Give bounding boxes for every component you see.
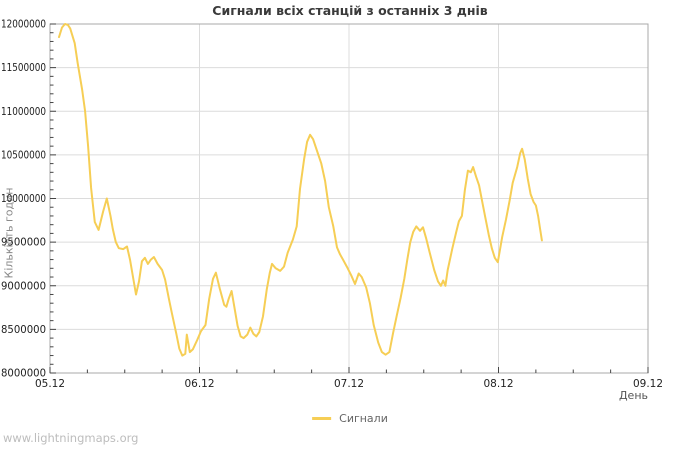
y-tick-label: 10000000 (1, 193, 46, 205)
x-tick-label: 07.12 (334, 378, 364, 390)
x-tick-label: 05.12 (35, 378, 65, 390)
x-tick-label: 06.12 (184, 378, 214, 390)
watermark-link: www.lightningmaps.org (3, 431, 139, 445)
y-tick-label: 12000000 (1, 19, 46, 31)
y-tick-label: 8500000 (1, 324, 46, 336)
x-axis-title: День (618, 389, 648, 402)
x-tick-label: 09.12 (633, 378, 663, 390)
y-tick-label: 9500000 (1, 237, 46, 249)
legend-line-swatch (312, 417, 332, 420)
legend-label: Сигнали (339, 412, 388, 425)
y-tick-label: 9000000 (1, 280, 46, 292)
x-tick-label: 08.12 (483, 378, 513, 390)
signals-line (58, 23, 543, 357)
chart-title: Сигнали всіх станцій з останніх 3 днів (212, 3, 488, 18)
y-tick-label: 10500000 (1, 149, 46, 161)
y-tick-label: 8000000 (1, 368, 46, 380)
legend: Сигнали (312, 412, 388, 425)
y-tick-label: 11500000 (1, 62, 46, 74)
y-tick-label: 11000000 (1, 106, 46, 118)
